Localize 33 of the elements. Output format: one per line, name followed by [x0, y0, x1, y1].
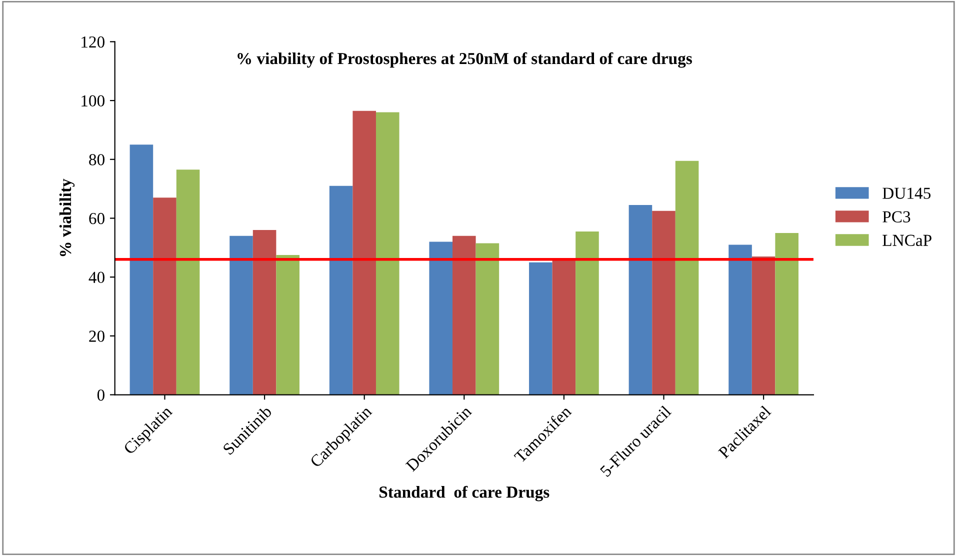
bar — [230, 236, 253, 395]
y-tick-label: 20 — [89, 330, 104, 342]
bar — [429, 242, 452, 395]
bar — [252, 230, 276, 395]
bar — [675, 160, 699, 395]
bar — [652, 210, 676, 395]
bar — [176, 170, 200, 395]
bar — [775, 232, 798, 395]
y-tick-label: 40 — [88, 272, 104, 284]
bar — [130, 144, 154, 395]
y-tick-label: 80 — [89, 154, 104, 166]
y-axis-title: % viability — [59, 178, 75, 256]
bar — [376, 112, 400, 395]
y-tick-label: 60 — [89, 212, 104, 224]
legend-label: LNCaP — [882, 234, 932, 246]
bar — [576, 231, 599, 395]
bar — [452, 236, 476, 395]
bar — [752, 256, 776, 395]
x-axis-title: Standard of care Drugs — [380, 486, 550, 502]
bar — [329, 186, 353, 395]
y-tick-label: 120 — [82, 36, 104, 48]
bar — [352, 110, 376, 395]
text: % viability of Prostospheres at 250nM of standard of care drugs — [238, 52, 692, 68]
bar — [728, 244, 752, 395]
legend-label: PC3 — [882, 211, 910, 222]
y-tick-label: 100 — [82, 95, 104, 106]
bar — [628, 204, 652, 395]
bar — [153, 198, 176, 395]
bar — [476, 243, 500, 395]
y-tick-label: 0 — [97, 389, 104, 401]
legend-label: DU145 — [882, 188, 931, 199]
bar — [276, 255, 300, 395]
bar — [529, 262, 552, 395]
